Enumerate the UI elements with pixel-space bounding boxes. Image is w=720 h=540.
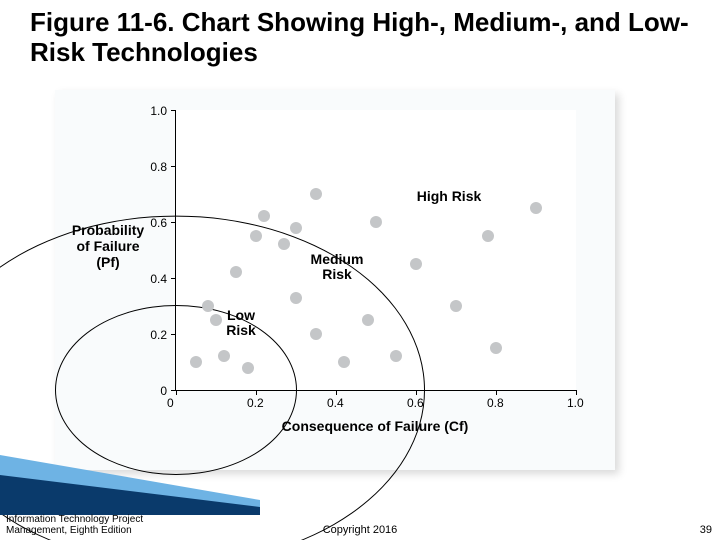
data-point — [338, 356, 350, 368]
data-point — [410, 258, 422, 270]
data-point — [230, 266, 242, 278]
page-number: 39 — [700, 524, 712, 536]
data-point — [250, 230, 262, 242]
y-tick-label: 1.0 — [150, 104, 167, 118]
y-tick-mark — [171, 334, 176, 335]
x-tick-label: 0 — [167, 396, 174, 410]
y-tick-mark — [171, 278, 176, 279]
x-tick-mark — [416, 390, 417, 395]
data-point — [258, 210, 270, 222]
y-tick-label: 0.6 — [150, 216, 167, 230]
x-tick-label: 0.8 — [487, 396, 504, 410]
x-tick-label: 1.0 — [567, 396, 584, 410]
data-point — [390, 350, 402, 362]
data-point — [210, 314, 222, 326]
data-point — [278, 238, 290, 250]
data-point — [242, 362, 254, 374]
y-tick-label: 0.2 — [150, 328, 167, 342]
x-tick-label: 0.6 — [407, 396, 424, 410]
y-axis-label: Probability of Failure (Pf) — [63, 222, 153, 270]
x-tick-label: 0.4 — [327, 396, 344, 410]
y-tick-mark — [171, 166, 176, 167]
data-point — [370, 216, 382, 228]
x-axis-label: Consequence of Failure (Cf) — [175, 418, 575, 434]
y-tick-label: 0.4 — [150, 272, 167, 286]
y-tick-label: 0 — [160, 384, 167, 398]
x-tick-mark — [496, 390, 497, 395]
data-point — [290, 222, 302, 234]
plot-area: LowRiskMediumRisk High Risk — [175, 110, 576, 391]
slide: Figure 11-6. Chart Showing High-, Medium… — [0, 0, 720, 540]
x-tick-label: 0.2 — [247, 396, 264, 410]
y-tick-mark — [171, 110, 176, 111]
x-tick-mark — [576, 390, 577, 395]
y-tick-label: 0.8 — [150, 160, 167, 174]
data-point — [530, 202, 542, 214]
data-point — [190, 356, 202, 368]
data-point — [310, 328, 322, 340]
slide-title: Figure 11-6. Chart Showing High-, Medium… — [30, 8, 690, 68]
data-point — [218, 350, 230, 362]
data-point — [290, 292, 302, 304]
x-tick-mark — [176, 390, 177, 395]
accent-decor — [0, 455, 260, 515]
y-axis-label-line3: (Pf) — [63, 254, 153, 270]
y-axis-label-line2: of Failure — [63, 238, 153, 254]
region-label-high: High Risk — [404, 189, 494, 204]
data-point — [310, 188, 322, 200]
chart-panel: LowRiskMediumRisk High Risk Probability o… — [55, 90, 615, 470]
y-axis-label-line1: Probability — [63, 222, 153, 238]
region-label-medium: MediumRisk — [292, 252, 382, 283]
region-label-low: LowRisk — [196, 308, 286, 339]
x-tick-mark — [256, 390, 257, 395]
data-point — [450, 300, 462, 312]
data-point — [482, 230, 494, 242]
x-tick-mark — [336, 390, 337, 395]
y-tick-mark — [171, 222, 176, 223]
data-point — [202, 300, 214, 312]
footer-copyright: Copyright 2016 — [0, 524, 720, 536]
data-point — [490, 342, 502, 354]
data-point — [362, 314, 374, 326]
